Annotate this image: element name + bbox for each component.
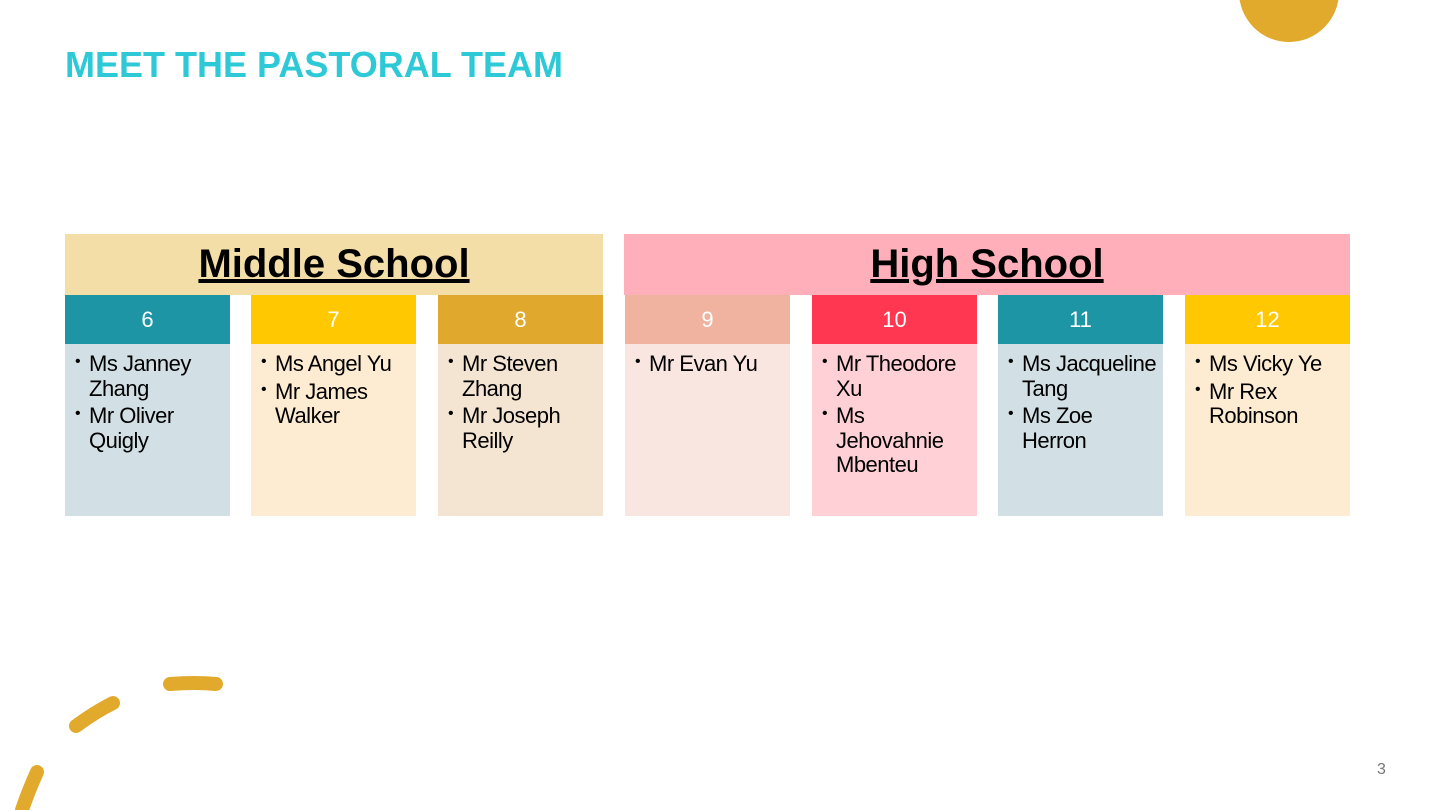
page-number: 3 xyxy=(1377,761,1386,778)
arc-dash xyxy=(15,765,44,810)
section-banner-high-school: High School xyxy=(624,234,1350,295)
section-banner-middle-school: Middle School xyxy=(65,234,603,295)
staff-member: Mr Steven Zhang xyxy=(448,350,597,401)
grade-header: 6 xyxy=(65,295,230,344)
section-title: Middle School xyxy=(198,242,470,286)
decorative-dashed-arc xyxy=(15,676,223,810)
arc-dash xyxy=(163,676,223,691)
grade-header: 9 xyxy=(625,295,790,344)
staff-list: Mr Evan Yu xyxy=(625,344,790,516)
staff-member: Ms Vicky Ye xyxy=(1195,350,1344,377)
grade-header: 12 xyxy=(1185,295,1350,344)
grade-column-10: 10Mr Theodore XuMs Jehovahnie Mbenteu xyxy=(812,295,977,516)
grade-column-12: 12Ms Vicky YeMr Rex Robinson xyxy=(1185,295,1350,516)
staff-member: Mr Rex Robinson xyxy=(1195,378,1344,429)
staff-list: Mr Steven ZhangMr Joseph Reilly xyxy=(438,344,603,516)
arc-dash xyxy=(69,696,120,733)
staff-list: Ms Angel YuMr James Walker xyxy=(251,344,416,516)
staff-member: Ms Jacqueline Tang xyxy=(1008,350,1157,401)
staff-member: Ms Angel Yu xyxy=(261,350,410,377)
section-title: High School xyxy=(870,242,1104,286)
staff-list: Mr Theodore XuMs Jehovahnie Mbenteu xyxy=(812,344,977,516)
decorative-circle xyxy=(1239,0,1339,42)
staff-list: Ms Jacqueline TangMs Zoe Herron xyxy=(998,344,1163,516)
grade-header: 8 xyxy=(438,295,603,344)
staff-member: Ms Janney Zhang xyxy=(75,350,224,401)
staff-member: Mr Evan Yu xyxy=(635,350,784,377)
grade-column-8: 8Mr Steven ZhangMr Joseph Reilly xyxy=(438,295,603,516)
grade-column-6: 6Ms Janney ZhangMr Oliver Quigly xyxy=(65,295,230,516)
grade-column-7: 7Ms Angel YuMr James Walker xyxy=(251,295,416,516)
staff-member: Ms Zoe Herron xyxy=(1008,402,1157,453)
staff-list: Ms Vicky YeMr Rex Robinson xyxy=(1185,344,1350,516)
grade-header: 10 xyxy=(812,295,977,344)
staff-member: Mr Oliver Quigly xyxy=(75,402,224,453)
staff-member: Mr Joseph Reilly xyxy=(448,402,597,453)
page-title: MEET THE PASTORAL TEAM xyxy=(65,44,564,85)
grade-header: 7 xyxy=(251,295,416,344)
grade-column-9: 9 Mr Evan Yu xyxy=(625,295,790,516)
staff-list: Ms Janney ZhangMr Oliver Quigly xyxy=(65,344,230,516)
grade-column-11: 11Ms Jacqueline TangMs Zoe Herron xyxy=(998,295,1163,516)
staff-member: Mr Theodore Xu xyxy=(822,350,971,401)
grade-header: 11 xyxy=(998,295,1163,344)
staff-member: Mr James Walker xyxy=(261,378,410,429)
staff-member: Ms Jehovahnie Mbenteu xyxy=(822,402,971,478)
